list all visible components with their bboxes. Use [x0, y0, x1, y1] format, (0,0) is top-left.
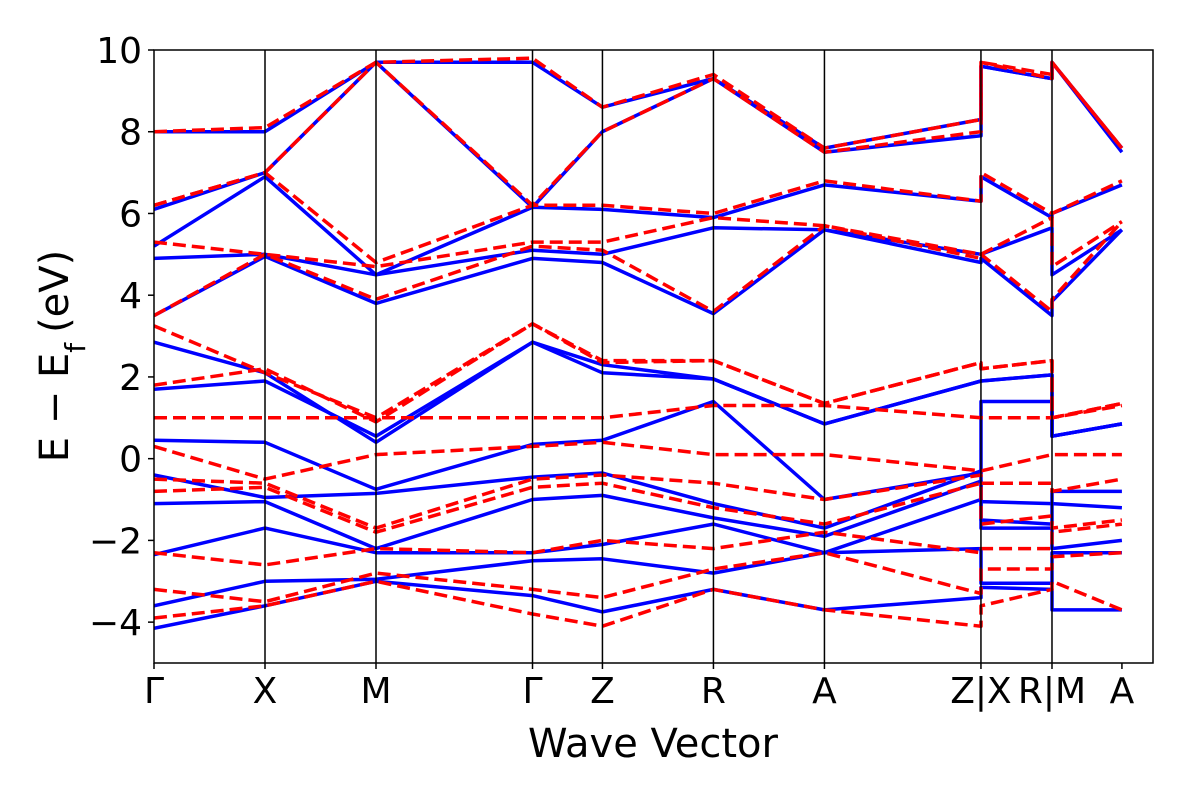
x-tick-label: M — [360, 671, 391, 712]
y-axis-title-unit: (eV) — [32, 250, 78, 333]
x-tick-label: R|M — [1018, 671, 1086, 712]
x-tick-label: A — [812, 671, 837, 712]
band-line — [154, 481, 1123, 534]
y-tick-label: 2 — [119, 358, 142, 399]
x-tick-label: Z|X — [950, 671, 1011, 712]
x-tick-label: X — [253, 671, 278, 712]
band-line — [154, 60, 1124, 208]
band-line — [154, 322, 1123, 424]
y-tick-label: 4 — [119, 276, 142, 317]
y-tick-label: 6 — [119, 194, 142, 235]
x-tick-label: Γ — [522, 671, 542, 712]
band-line — [154, 170, 1123, 265]
x-tick-label: R — [701, 671, 726, 712]
band-line — [154, 403, 1123, 420]
bands-layer — [154, 56, 1124, 631]
x-tick-label: Γ — [144, 671, 164, 712]
x-axis-ticks: Γ X M Γ Z R A Z|X R|M A — [144, 663, 1135, 712]
band-line — [154, 440, 1122, 481]
band-line — [154, 522, 1123, 567]
band-line — [154, 579, 1122, 631]
y-axis-title-subscript: f — [59, 342, 92, 353]
x-tick-label: Z — [590, 671, 615, 712]
plot-frame — [153, 49, 1154, 664]
band-line — [154, 228, 1124, 318]
band-line — [154, 473, 1123, 530]
band-line — [154, 497, 1123, 557]
band-line — [154, 60, 1124, 212]
y-axis-ticks: −4 −2 0 2 4 6 8 10 — [89, 31, 154, 644]
band-line — [154, 550, 1122, 604]
kpoint-lines — [264, 50, 1053, 663]
y-tick-label: −4 — [89, 603, 142, 644]
y-tick-label: 0 — [119, 440, 142, 481]
y-tick-label: −2 — [89, 521, 142, 562]
band-line — [154, 56, 1124, 150]
dashed-series — [154, 56, 1124, 628]
x-axis-title: Wave Vector — [528, 721, 779, 767]
y-tick-label: 8 — [119, 113, 142, 154]
y-axis-title: E − Ef (eV) — [32, 250, 92, 463]
y-axis-title-main: E − E — [32, 353, 78, 463]
band-line — [154, 340, 1123, 438]
y-tick-label: 10 — [96, 31, 142, 72]
x-tick-label: A — [1110, 671, 1135, 712]
